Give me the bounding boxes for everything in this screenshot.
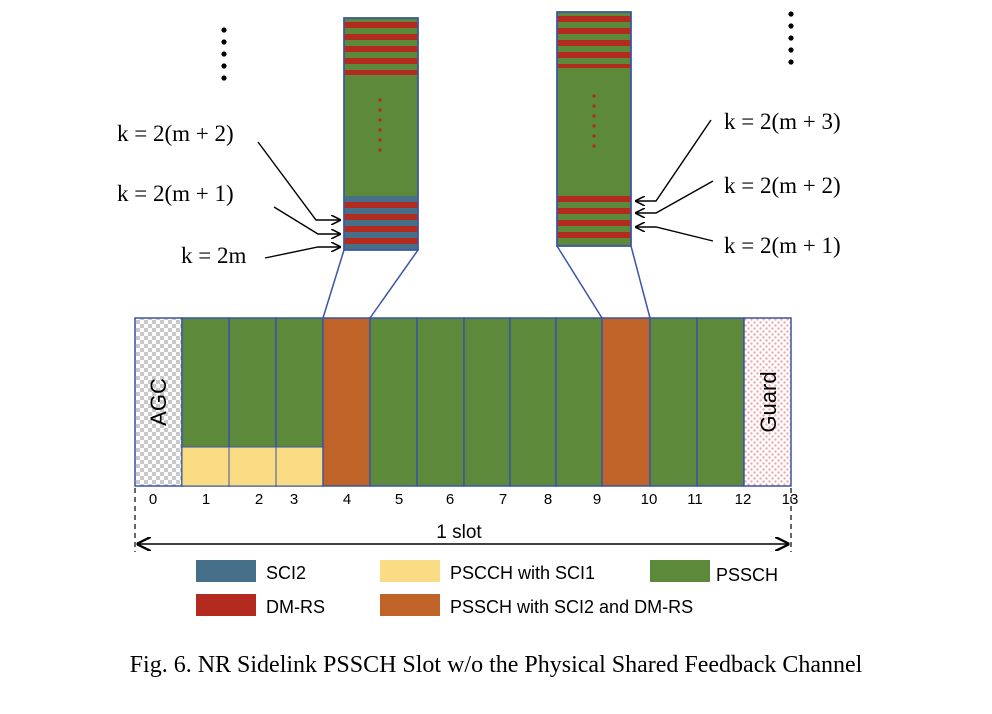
tick-2: 2 xyxy=(255,491,263,508)
guard-symbol xyxy=(743,317,792,487)
legend-label-dmrs: DM-RS xyxy=(266,597,325,617)
pscch-block-1 xyxy=(181,446,230,487)
symbol-6 xyxy=(416,317,465,487)
tick-10: 10 xyxy=(641,491,658,508)
zoom-right-dots xyxy=(592,94,596,148)
tick-5: 5 xyxy=(395,491,403,508)
legend-swatch-dmrs xyxy=(196,594,256,616)
tick-0: 0 xyxy=(149,491,157,508)
outer-ellipsis-right xyxy=(788,11,794,65)
tick-4: 4 xyxy=(343,491,351,508)
eq-left-m1: k = 2(m + 1) xyxy=(117,181,234,206)
zoom-left-dots xyxy=(378,98,382,152)
slot-span-markers xyxy=(134,488,792,552)
zoom-column-left xyxy=(343,17,419,251)
tick-9: 9 xyxy=(593,491,601,508)
tick-6: 6 xyxy=(446,491,454,508)
legend: SCI2 PSCCH with SCI1 PSSCH DM-RS PSSCH w… xyxy=(196,560,778,617)
eq-left-m0: k = 2m xyxy=(181,243,246,268)
legend-swatch-pssch xyxy=(650,560,710,582)
legend-label-pscch: PSCCH with SCI1 xyxy=(450,563,595,583)
tick-12: 12 xyxy=(735,491,752,508)
eq-right-m1: k = 2(m + 1) xyxy=(724,233,841,258)
pscch-block-2 xyxy=(228,446,277,487)
symbol-12 xyxy=(696,317,745,487)
slot-span-label: 1 slot xyxy=(436,522,482,543)
legend-label-sci2: SCI2 xyxy=(266,563,306,583)
legend-swatch-pssch-sci2-dmrs xyxy=(380,594,440,616)
eq-left-m2: k = 2(m + 2) xyxy=(117,121,234,146)
eq-right-m2: k = 2(m + 2) xyxy=(724,173,841,198)
zoom-connectors xyxy=(322,245,651,319)
tick-1: 1 xyxy=(202,491,210,508)
tick-8: 8 xyxy=(544,491,552,508)
figure-caption: Fig. 6. NR Sidelink PSSCH Slot w/o the P… xyxy=(129,652,863,678)
outer-ellipsis-left xyxy=(221,27,227,81)
left-pointer-arrows xyxy=(257,141,340,259)
tick-13: 13 xyxy=(782,491,799,508)
legend-label-pssch: PSSCH xyxy=(716,565,778,585)
pscch-block-3 xyxy=(275,446,324,487)
symbol-11 xyxy=(649,317,698,487)
legend-label-pssch-sci2-dmrs: PSSCH with SCI2 and DM-RS xyxy=(450,597,693,617)
tick-11: 11 xyxy=(687,491,703,508)
right-pointer-arrows xyxy=(636,119,714,242)
slot-row xyxy=(134,317,792,487)
symbol-4-sci2-dmrs xyxy=(322,317,371,487)
symbol-5 xyxy=(369,317,418,487)
symbol-10-sci2-dmrs xyxy=(601,317,651,487)
zoom-column-right xyxy=(556,11,632,247)
symbol-9 xyxy=(555,317,603,487)
tick-7: 7 xyxy=(499,491,507,508)
eq-right-m3: k = 2(m + 3) xyxy=(724,109,841,134)
legend-swatch-pscch xyxy=(380,560,440,582)
agc-label: AGC xyxy=(146,378,171,426)
tick-3: 3 xyxy=(290,491,298,508)
symbol-7 xyxy=(463,317,511,487)
legend-swatch-sci2 xyxy=(196,560,256,582)
guard-label: Guard xyxy=(756,371,781,432)
symbol-8 xyxy=(509,317,557,487)
